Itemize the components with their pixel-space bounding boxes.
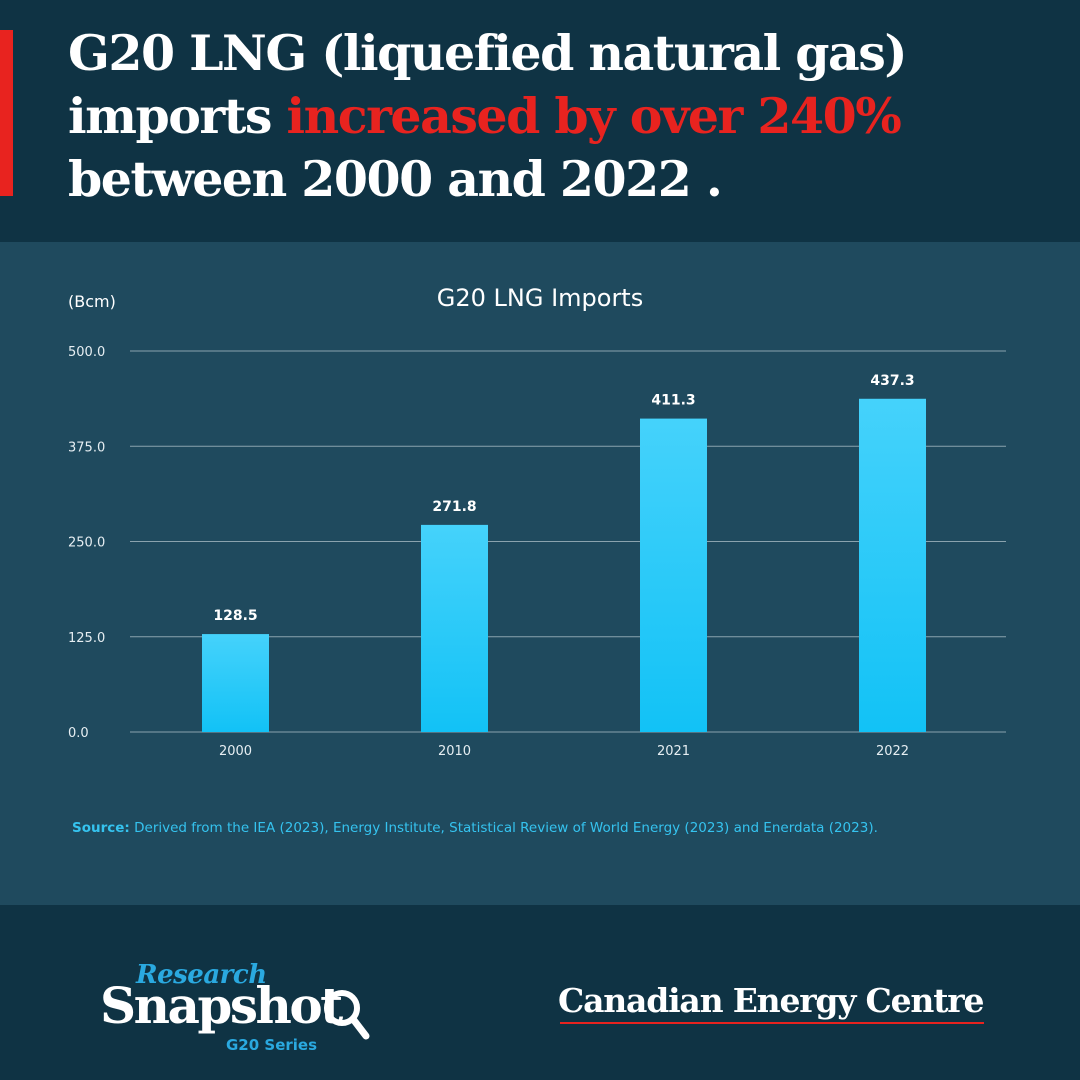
snapshot-research-word: Research (136, 960, 267, 990)
x-tick-label-2022: 2022 (876, 744, 909, 759)
magnifying-glass-icon (324, 990, 370, 1040)
chart-title-text: G20 LNG Imports (436, 284, 644, 312)
source-text: Derived from the IEA (2023), Energy Inst… (129, 820, 878, 836)
research-snapshot-logo: Research Snapshot G20 Series (100, 960, 380, 1070)
canadian-energy-centre-logo: Canadian Energy Centre (558, 981, 984, 1020)
data-label-2010: 271.8 (432, 499, 476, 515)
x-tick-label-2000: 2000 (219, 744, 252, 759)
bar-chart: 0.0 125.0 250.0 375.0 500.0 128.5 2000 271.8 20… (68, 345, 1006, 759)
y-tick-label: 250.0 (68, 536, 105, 551)
bar-2022 (859, 398, 926, 732)
footer: Research Snapshot G20 Series Canadian En… (0, 905, 1080, 1080)
headline: G20 LNG (liquefied natural gas) imports … (68, 22, 1058, 211)
y-tick-label: 500.0 (68, 345, 105, 360)
snapshot-main-word: Snapshot (100, 976, 343, 1035)
headline-accent-bar (0, 30, 13, 196)
data-labels: 128.5 2000 271.8 2010 411.3 2021 437.3 2022 (213, 373, 914, 759)
y-axis-unit-label: (Bcm) (68, 292, 116, 311)
x-tick-label-2010: 2010 (438, 744, 471, 759)
chart-panel: (Bcm) G20 LNG Imports 0.0 125.0 250.0 375.0… (0, 242, 1080, 905)
y-tick-label: 375.0 (68, 440, 105, 455)
y-tick-label: 125.0 (68, 631, 105, 646)
headline-line2-start: imports (68, 87, 287, 145)
headline-line1: G20 LNG (liquefied natural gas) (68, 24, 908, 82)
headline-line3: between 2000 and 2022 . (68, 150, 723, 208)
bars (202, 398, 926, 732)
data-label-2000: 128.5 (213, 608, 257, 624)
y-tick-label: 0.0 (68, 726, 89, 741)
bar-2000 (202, 634, 269, 732)
source-note: Source: Derived from the IEA (2023), Ene… (72, 820, 878, 836)
bar-2021 (640, 418, 707, 732)
x-tick-label-2021: 2021 (657, 744, 690, 759)
source-label: Source: (72, 820, 130, 836)
data-label-2021: 411.3 (651, 393, 695, 409)
headline-highlight: increased by over 240% (286, 87, 902, 145)
data-label-2022: 437.3 (870, 373, 914, 389)
snapshot-series-word: G20 Series (226, 1036, 318, 1054)
cec-logo-underline (560, 1022, 984, 1024)
chart-title: G20 LNG Imports (0, 284, 1080, 312)
bar-2010 (421, 524, 488, 732)
